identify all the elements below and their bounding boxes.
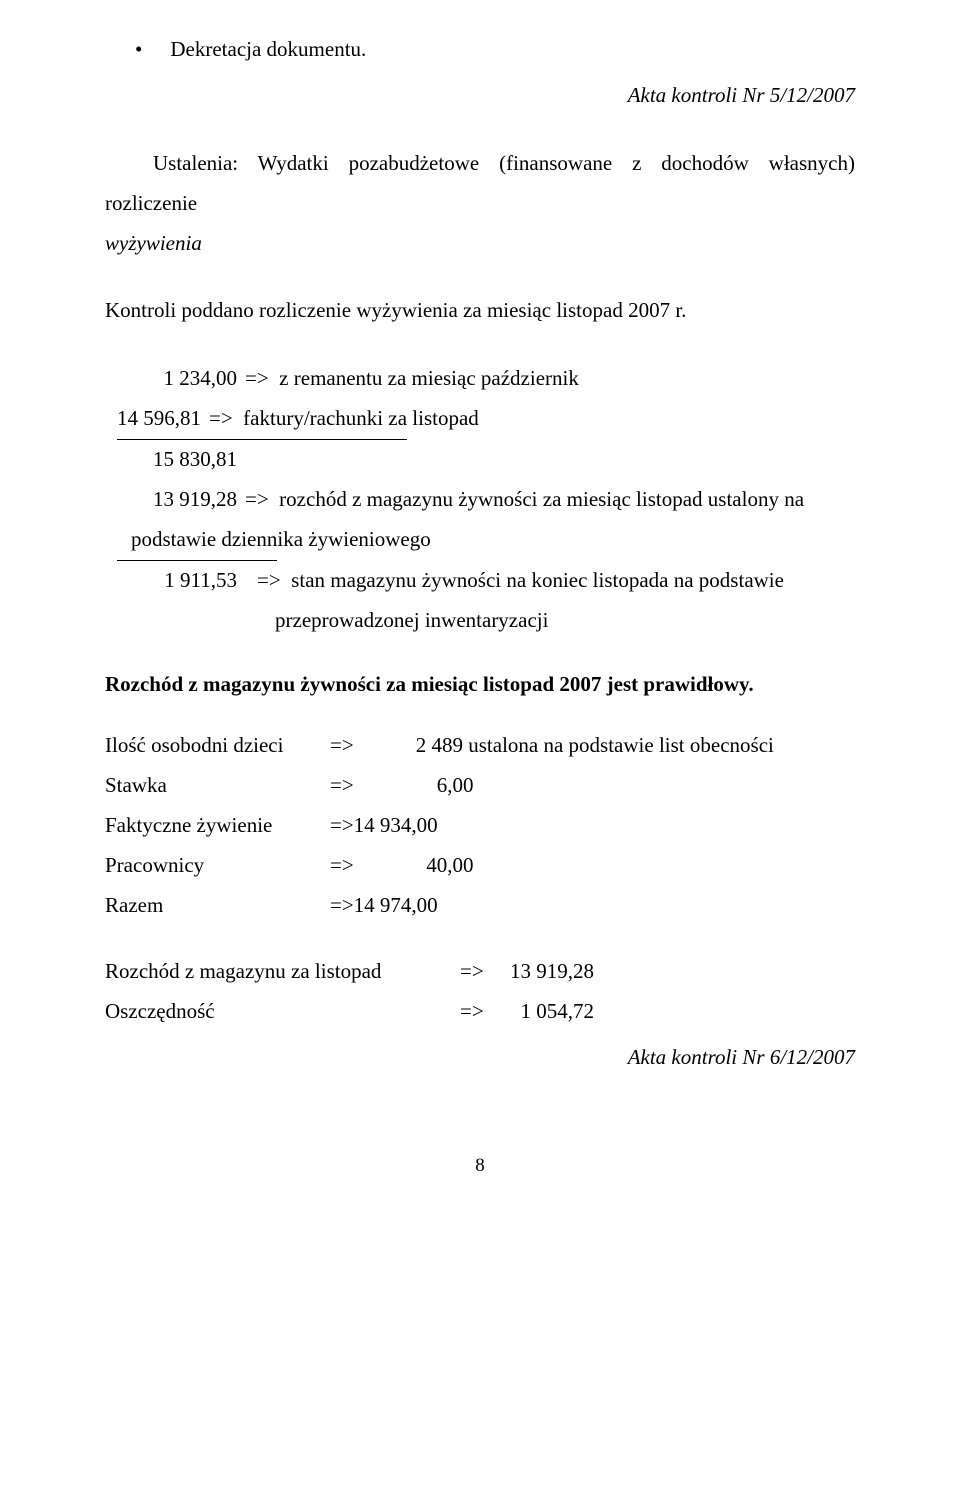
calc-val: 1 234,00 (105, 359, 237, 399)
t3-arrow: => (460, 952, 510, 992)
table-stats: Ilość osobodni dzieci => 2 489 ustalona … (105, 726, 855, 925)
calc-val: 1 911,53 (105, 561, 237, 601)
calc-row-4: 13 919,28 => rozchód z magazynu żywności… (105, 480, 855, 520)
t2-label: Ilość osobodni dzieci (105, 726, 330, 766)
control-line: Kontroli poddano rozliczenie wyżywienia … (105, 291, 855, 331)
t2-val: 40,00 (400, 846, 474, 886)
table-summary: Rozchód z magazynu za listopad => 13 919… (105, 952, 855, 1032)
t3-val: 1 054,72 (510, 992, 594, 1032)
conclusion: Rozchód z magazynu żywności za miesiąc l… (105, 665, 855, 705)
t2-val: 2 489 ustalona na podstawie list obecnoś… (400, 726, 774, 766)
t2-label: Razem (105, 886, 330, 926)
t3-label: Oszczędność (105, 992, 460, 1032)
t2-label: Faktyczne żywienie (105, 806, 330, 846)
table-row: Faktyczne żywienie =>14 934,00 (105, 806, 855, 846)
calc-row-5: 1 911,53 => stan magazynu żywności na ko… (105, 561, 855, 601)
t2-val: =>14 974,00 (330, 886, 438, 926)
bullet-dot-icon: • (135, 30, 142, 70)
calc-desc: => rozchód z magazynu żywności za miesią… (237, 480, 804, 520)
calc-val: 13 919,28 (105, 480, 237, 520)
table-row: Ilość osobodni dzieci => 2 489 ustalona … (105, 726, 855, 766)
calc-desc-cont: podstawie dziennika żywieniowego (117, 520, 431, 560)
calc-desc: => faktury/rachunki za listopad (201, 399, 479, 439)
intro-line-2: wyżywienia (105, 224, 855, 264)
table-row: Oszczędność => 1 054,72 (105, 992, 855, 1032)
reference-top: Akta kontroli Nr 5/12/2007 (105, 76, 855, 116)
intro-line-1: Ustalenia: Wydatki pozabudżetowe (finans… (105, 144, 855, 224)
calc-val: 15 830,81 (105, 440, 237, 480)
calc-row-3: 15 830,81 (105, 440, 855, 480)
calc-row-1: 1 234,00 => z remanentu za miesiąc paźdz… (105, 359, 855, 399)
t3-val: 13 919,28 (510, 952, 594, 992)
t2-label: Stawka (105, 766, 330, 806)
page-number: 8 (105, 1148, 855, 1184)
t2-arrow: => (330, 766, 400, 806)
calc-row-2: 14 596,81 => faktury/rachunki za listopa… (117, 399, 407, 440)
t2-label: Pracownicy (105, 846, 330, 886)
t2-val: 6,00 (400, 766, 474, 806)
table-row: Rozchód z magazynu za listopad => 13 919… (105, 952, 855, 992)
bullet-item: • Dekretacja dokumentu. (135, 30, 855, 70)
calculation-block: 1 234,00 => z remanentu za miesiąc paźdz… (105, 359, 855, 640)
calc-desc: => z remanentu za miesiąc październik (237, 359, 579, 399)
t2-val: =>14 934,00 (330, 806, 438, 846)
reference-bottom: Akta kontroli Nr 6/12/2007 (105, 1038, 855, 1078)
calc-row-4b: podstawie dziennika żywieniowego (117, 520, 277, 561)
bullet-text: Dekretacja dokumentu. (170, 30, 366, 70)
t3-arrow: => (460, 992, 510, 1032)
table-row: Razem =>14 974,00 (105, 886, 855, 926)
t2-arrow: => (330, 846, 400, 886)
calc-val: 14 596,81 (117, 399, 201, 439)
t3-label: Rozchód z magazynu za listopad (105, 952, 460, 992)
calc-desc: => stan magazynu żywności na koniec list… (237, 561, 784, 601)
table-row: Pracownicy => 40,00 (105, 846, 855, 886)
table-row: Stawka => 6,00 (105, 766, 855, 806)
calc-row-5b: przeprowadzonej inwentaryzacji (275, 601, 855, 641)
t2-arrow: => (330, 726, 400, 766)
